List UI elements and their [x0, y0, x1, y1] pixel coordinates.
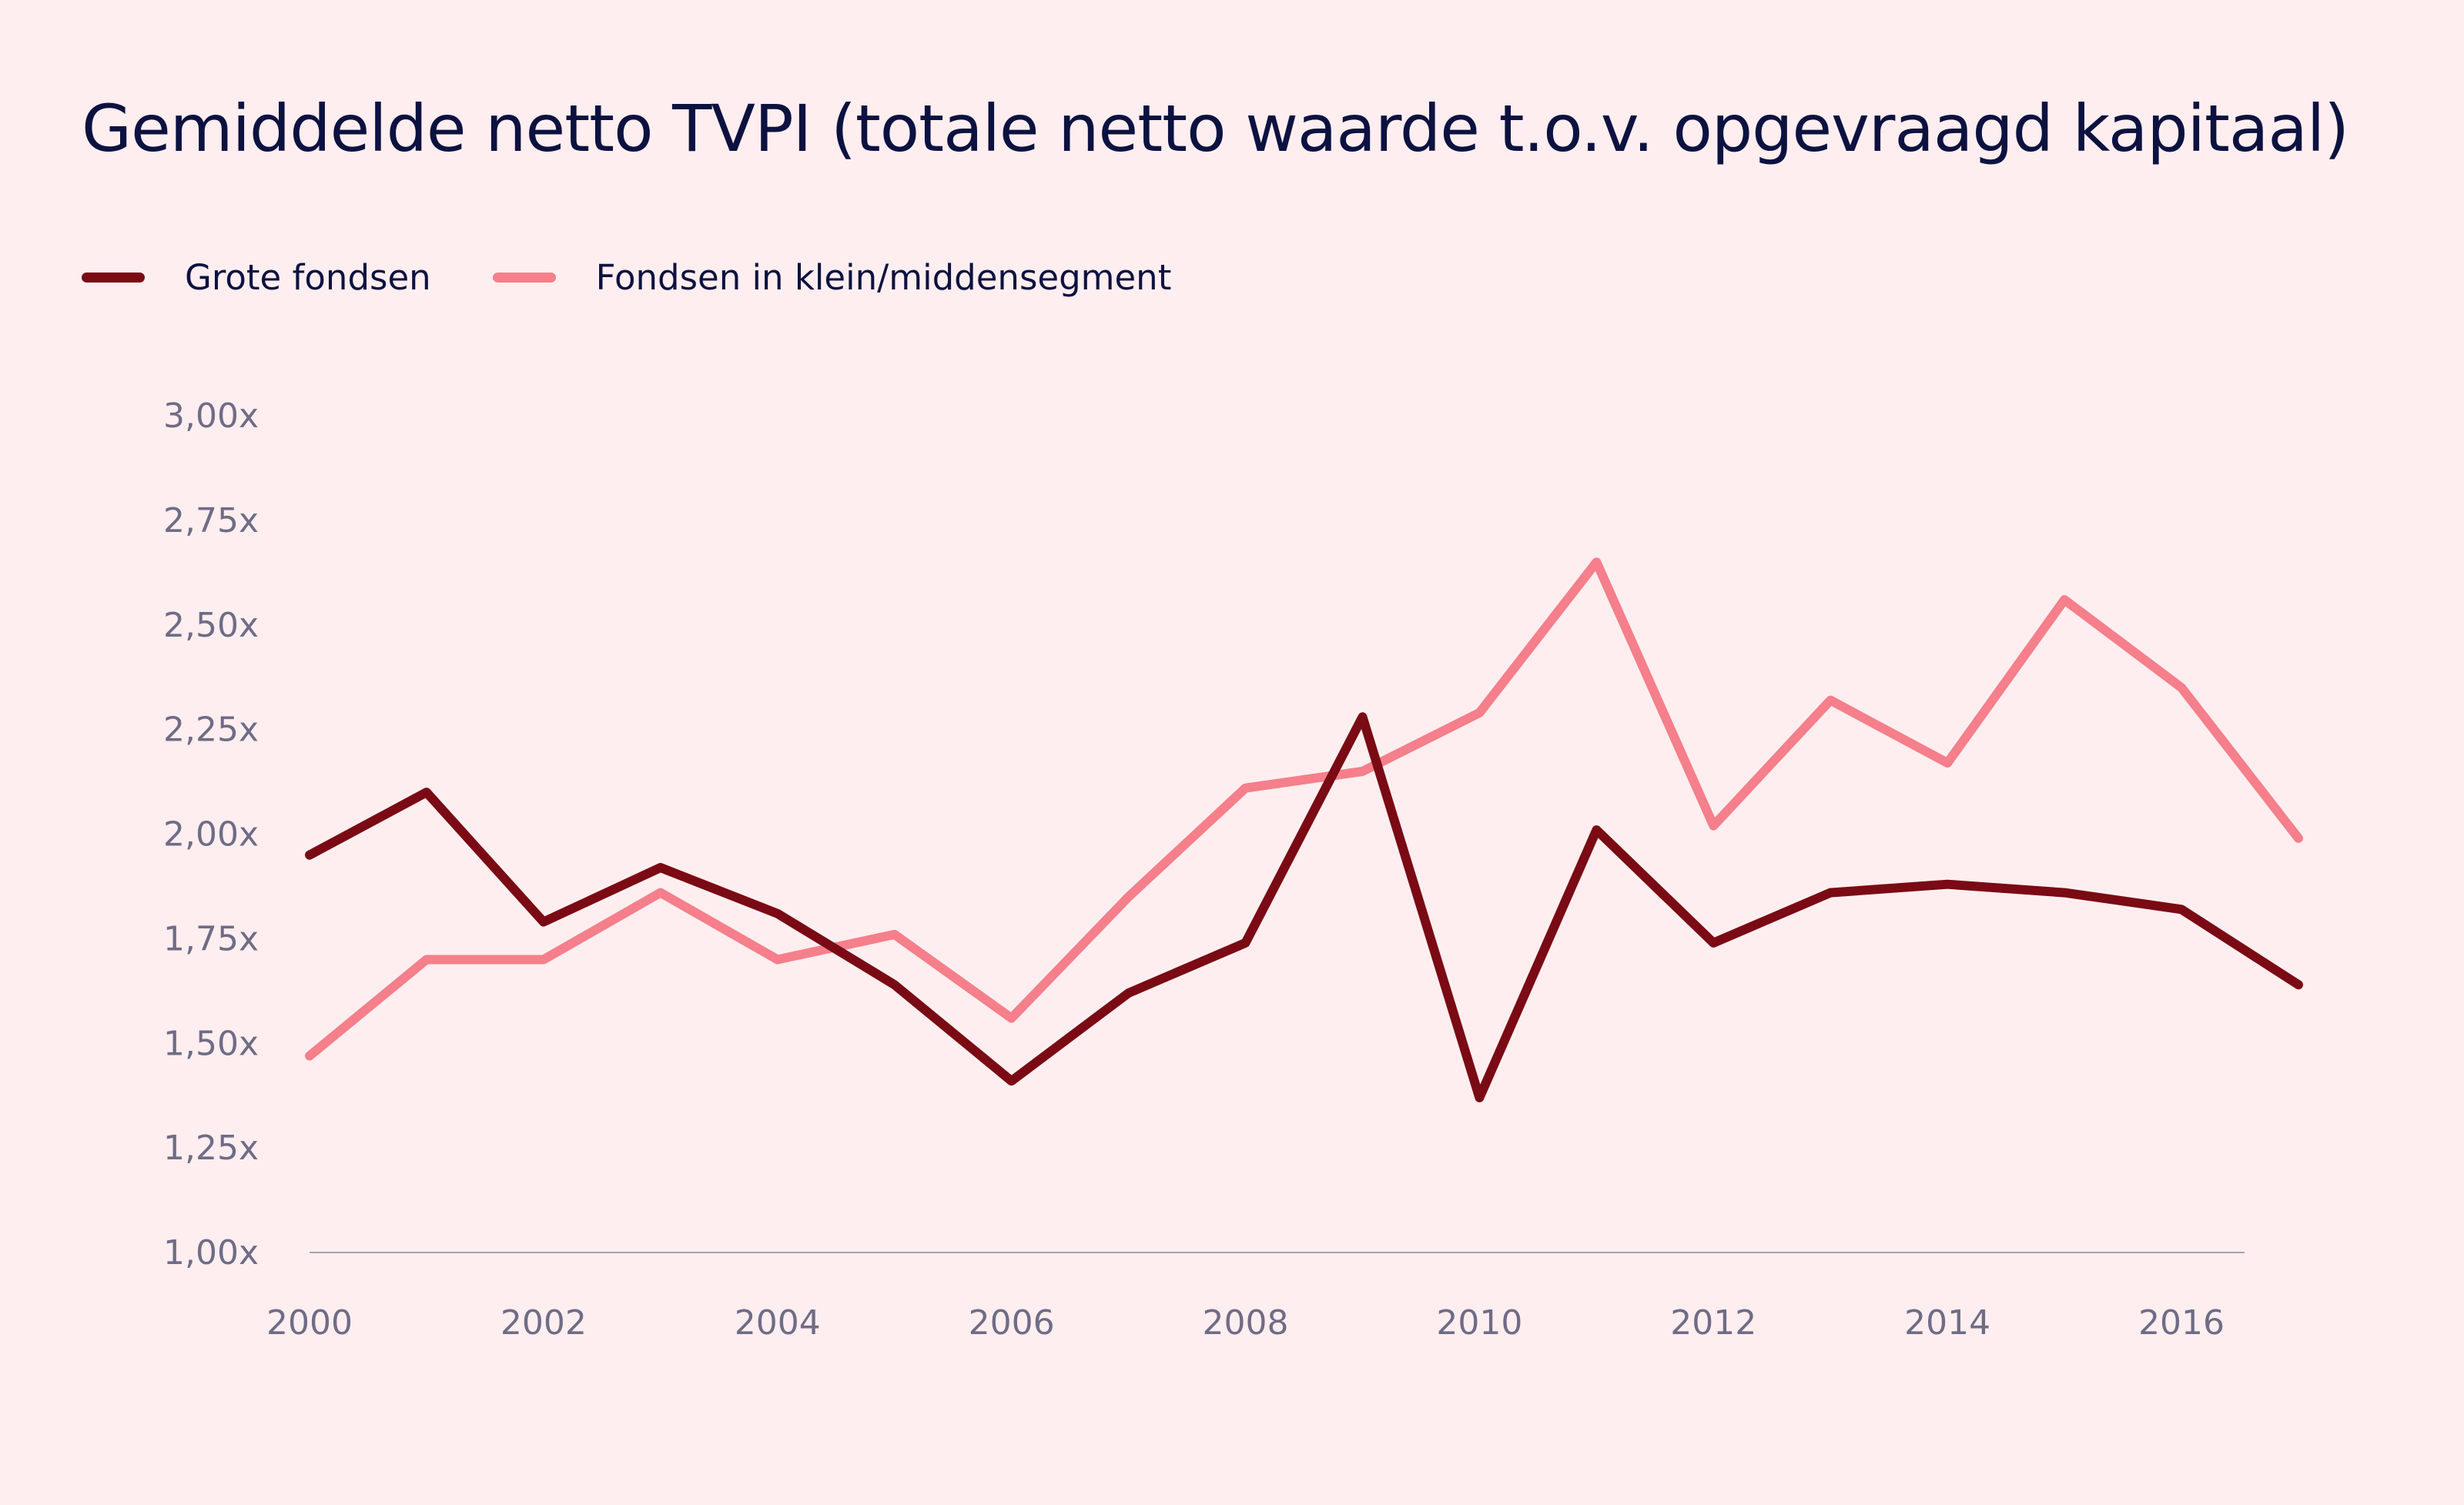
x-tick-label: 2016	[2138, 1303, 2225, 1343]
x-tick-label: 2000	[266, 1303, 353, 1343]
x-tick-label: 2008	[1203, 1303, 1289, 1343]
y-tick-label: 2,25x	[163, 711, 259, 750]
y-tick-label: 1,25x	[163, 1129, 259, 1168]
legend-item-grote-fondsen: Grote fondsen	[82, 257, 431, 298]
y-axis: 1,00x 1,25x 1,50x 1,75x 2,00x 2,25x 2,50x 2,75x…	[163, 396, 2245, 1273]
y-tick-label: 2,50x	[163, 606, 259, 645]
y-tick-label: 1,75x	[163, 919, 259, 958]
x-tick-label: 2014	[1904, 1303, 1990, 1343]
series-line-grote-fondsen	[305, 712, 2303, 1102]
y-tick-label: 2,75x	[163, 501, 259, 540]
x-tick-label: 2006	[969, 1303, 1055, 1343]
x-axis: 2000 2002 2004 2006 2008 2010 2012 2014 2016	[266, 1303, 2225, 1343]
x-tick-label: 2002	[500, 1303, 587, 1343]
y-tick-label: 2,00x	[163, 815, 259, 855]
series-layer	[305, 557, 2303, 1102]
x-tick-label: 2010	[1436, 1303, 1522, 1343]
series-line-klein-middensegment	[305, 557, 2303, 1061]
x-tick-label: 2004	[735, 1303, 821, 1343]
legend-swatch-klein-middensegment	[492, 272, 556, 283]
legend-swatch-grote-fondsen	[82, 272, 145, 283]
x-tick-label: 2012	[1670, 1303, 1756, 1343]
legend-label-grote-fondsen: Grote fondsen	[185, 256, 431, 298]
y-tick-label: 3,00x	[163, 396, 259, 436]
legend-label-klein-middensegment: Fondsen in klein/middensegment	[595, 256, 1172, 298]
y-tick-label: 1,00x	[163, 1233, 259, 1273]
y-tick-label: 1,50x	[163, 1024, 259, 1063]
legend: Grote fondsen Fondsen in klein/middenseg…	[82, 254, 1233, 300]
chart-title: Gemiddelde netto TVPI (totale netto waar…	[82, 91, 2349, 166]
legend-item-klein-middensegment: Fondsen in klein/middensegment	[492, 256, 1172, 298]
